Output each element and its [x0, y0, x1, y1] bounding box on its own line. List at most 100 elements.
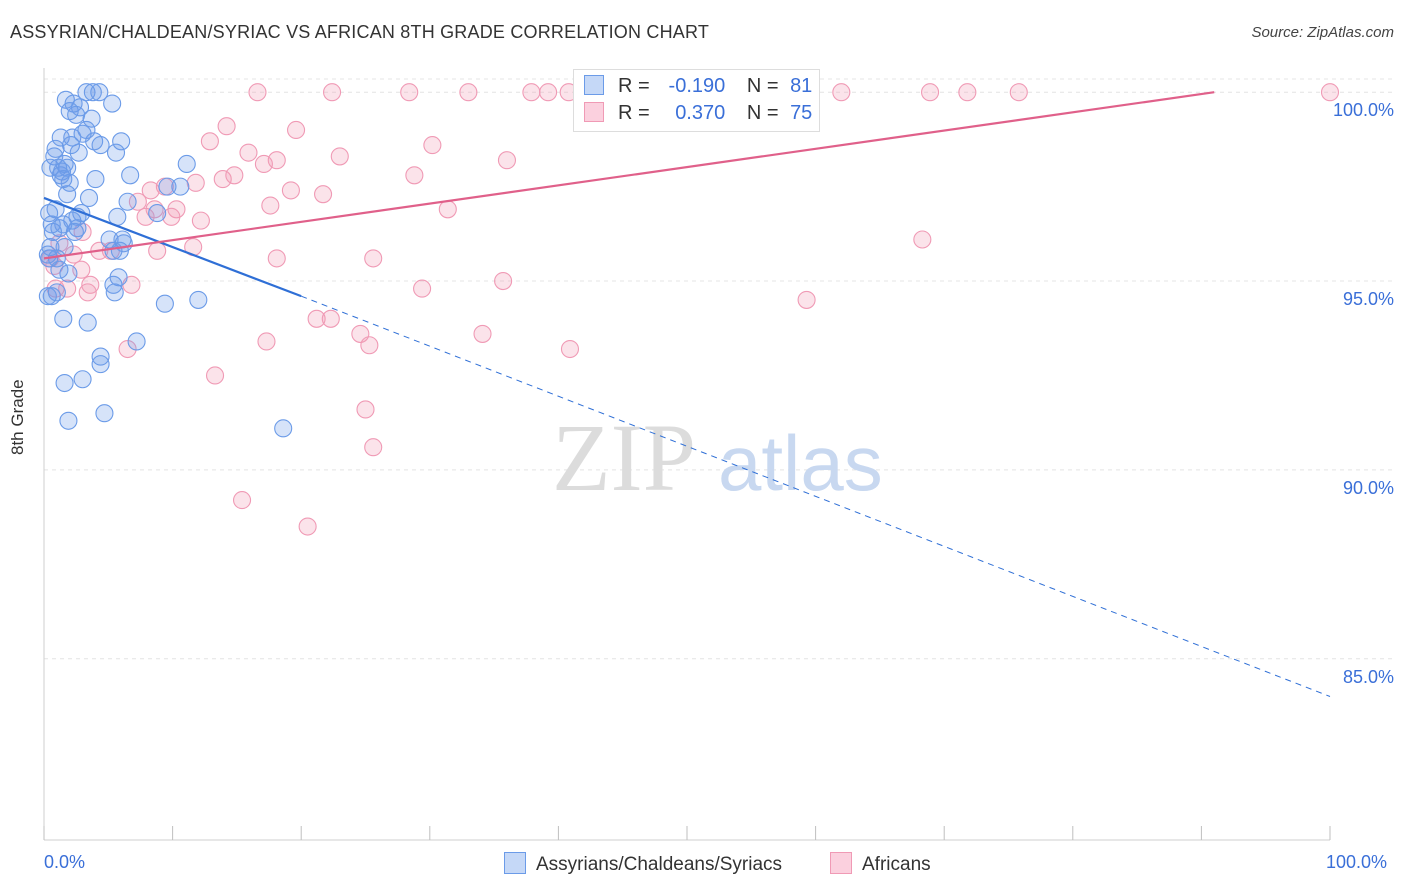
point-assyrians [274, 419, 293, 438]
point-assyrians [118, 192, 137, 211]
legend-n-pink: 75 [790, 102, 813, 124]
point-africans [405, 166, 424, 185]
point-assyrians [63, 128, 82, 147]
point-assyrians [148, 204, 167, 223]
point-assyrians [82, 109, 101, 128]
legend-r-label: R = [618, 102, 650, 124]
point-assyrians [90, 83, 109, 102]
trend-line-assyrians [43, 196, 302, 298]
point-africans [364, 438, 383, 457]
watermark-atlas: atlas [718, 419, 883, 507]
point-africans [438, 200, 457, 219]
legend-label-assyrians: Assyrians/Chaldeans/Syriacs [536, 854, 783, 875]
point-africans [330, 147, 349, 166]
point-africans [232, 491, 252, 510]
point-africans [314, 185, 333, 204]
point-assyrians [73, 124, 92, 143]
point-assyrians [38, 245, 57, 264]
legend-n-blue: 81 [790, 75, 813, 97]
point-africans [148, 241, 167, 260]
point-assyrians [91, 136, 110, 155]
point-assyrians [50, 260, 69, 279]
point-assyrians [59, 411, 78, 430]
point-assyrians [86, 170, 105, 189]
point-assyrians [127, 332, 146, 351]
point-assyrians [158, 177, 177, 196]
point-assyrians [189, 290, 208, 309]
point-africans [497, 151, 517, 170]
watermark-zip: ZIP [552, 404, 696, 511]
point-africans [128, 192, 147, 211]
point-africans [200, 132, 219, 151]
point-africans [225, 166, 244, 185]
point-assyrians [45, 147, 64, 166]
point-assyrians [73, 370, 92, 389]
point-africans [913, 230, 932, 249]
point-assyrians [78, 313, 97, 332]
point-assyrians [104, 241, 123, 260]
point-assyrians [46, 139, 65, 158]
point-assyrians [38, 287, 57, 306]
point-assyrians [91, 355, 110, 374]
point-africans [298, 517, 317, 536]
point-assyrians [40, 204, 59, 223]
point-africans [423, 136, 442, 155]
point-africans [560, 339, 580, 359]
legend-row-blue: R = -0.190 N = 81 [584, 75, 812, 99]
point-africans [162, 207, 181, 226]
point-assyrians [112, 132, 131, 151]
point-assyrians [42, 287, 61, 306]
legend-n-label: N = [746, 75, 779, 97]
point-assyrians [58, 185, 77, 204]
legend-swatch-blue [584, 75, 604, 95]
point-africans [832, 83, 851, 102]
point-assyrians [79, 188, 99, 208]
point-africans [186, 173, 205, 192]
point-assyrians [105, 283, 124, 302]
point-assyrians [106, 143, 126, 162]
point-assyrians [65, 222, 84, 242]
legend-r-blue: -0.190 [668, 75, 726, 97]
point-africans [321, 309, 340, 328]
point-assyrians [43, 222, 63, 242]
point-africans [205, 366, 225, 385]
point-assyrians [83, 83, 102, 102]
source-label: Source: ZipAtlas.com [1251, 24, 1394, 41]
point-africans [459, 83, 478, 102]
point-africans [136, 207, 155, 226]
point-assyrians [103, 94, 122, 113]
point-africans [1320, 83, 1340, 102]
point-africans [239, 143, 258, 162]
y-tick-label: 95.0% [1342, 289, 1394, 310]
legend-swatch-pink [830, 852, 852, 874]
point-africans [356, 400, 375, 419]
legend-r-pink: 0.370 [675, 102, 726, 124]
legend-item-africans[interactable]: Africans [830, 852, 931, 876]
point-africans [958, 83, 977, 102]
trend-line-africans [43, 91, 1215, 260]
point-assyrians [67, 105, 86, 124]
y-tick-label: 85.0% [1342, 666, 1394, 687]
y-tick-label: 90.0% [1342, 477, 1394, 498]
trend-lines [43, 91, 1331, 697]
point-africans [254, 154, 273, 174]
point-africans [400, 83, 419, 102]
point-africans [307, 309, 326, 328]
point-assyrians [91, 347, 110, 366]
stats-legend: R = -0.190 N = 81 R = 0.370 N = 75 [573, 69, 820, 132]
point-africans [473, 324, 492, 343]
point-africans [360, 336, 379, 355]
x-tick-label-min: 0.0% [44, 852, 86, 872]
point-africans [281, 181, 300, 200]
point-africans [213, 170, 232, 189]
point-africans [323, 83, 342, 102]
point-africans [287, 120, 306, 140]
point-assyrians [77, 83, 96, 102]
point-assyrians [59, 264, 78, 283]
legend-swatch-pink [584, 102, 604, 122]
point-africans [494, 271, 513, 291]
legend-item-assyrians[interactable]: Assyrians/Chaldeans/Syriacs [504, 852, 782, 876]
point-africans [1009, 83, 1028, 102]
point-africans [413, 279, 432, 298]
